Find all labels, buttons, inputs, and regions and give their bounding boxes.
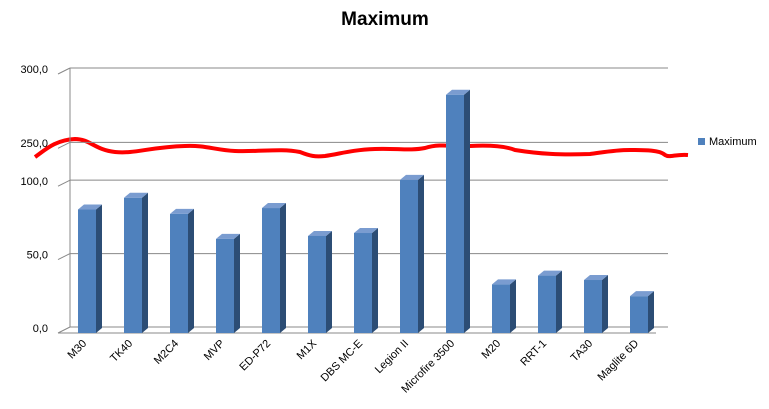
bar-top	[446, 89, 470, 95]
bar	[492, 284, 510, 333]
bar-top	[354, 228, 378, 234]
bar-top	[124, 192, 148, 198]
y-tick-label: 50,0	[27, 249, 48, 261]
bar	[78, 209, 96, 333]
bar	[124, 197, 142, 333]
bar-side	[142, 192, 148, 333]
bar-top	[584, 275, 608, 281]
bar-top	[492, 279, 516, 285]
bar-side	[326, 230, 332, 333]
grid-line-depth	[57, 326, 71, 334]
grid-line-depth	[57, 179, 71, 187]
axis-break-line	[33, 136, 689, 159]
x-tick-label: Legion II	[373, 338, 411, 376]
y-tick-label: 100,0	[20, 176, 48, 188]
bar-top	[630, 291, 654, 297]
x-tick-label: M2C4	[152, 338, 181, 367]
bar-side	[602, 275, 608, 333]
bar-side	[510, 279, 516, 333]
legend-label: Maximum	[709, 136, 757, 148]
grid-line-depth	[57, 67, 71, 75]
x-tick-label: RRT-1	[518, 338, 549, 369]
bar	[308, 235, 326, 333]
bar	[538, 275, 556, 333]
x-tick-label: MVP	[202, 338, 227, 363]
bar-side	[556, 270, 562, 333]
bar-top	[170, 208, 194, 214]
bar-side	[648, 291, 654, 333]
y-tick-label: 0,0	[33, 323, 48, 335]
bar	[170, 213, 188, 333]
x-tick-label: ED-P72	[237, 338, 273, 374]
x-tick-label: M20	[480, 338, 504, 362]
bar-top	[262, 203, 286, 209]
y-tick-label: 300,0	[20, 64, 48, 76]
bar-side	[96, 204, 102, 333]
bar-side	[280, 203, 286, 333]
bar	[354, 233, 372, 333]
x-tick-label: TK40	[108, 338, 135, 365]
bar-side	[464, 89, 470, 333]
grid-line-depth	[57, 141, 71, 149]
bar-top	[78, 204, 102, 210]
bar-top	[216, 233, 240, 239]
chart-title: Maximum	[341, 9, 429, 30]
bar-side	[372, 228, 378, 333]
y-tick-label: 250,0	[20, 138, 48, 150]
bar-side	[234, 233, 240, 333]
x-tick-label: M1X	[295, 337, 320, 362]
bar	[630, 296, 648, 333]
x-tick-label: M30	[66, 338, 90, 362]
bar	[216, 238, 234, 333]
bar	[584, 280, 602, 333]
bar	[262, 208, 280, 333]
bar-top	[538, 270, 562, 276]
bar-side	[418, 174, 424, 333]
legend-swatch	[698, 138, 705, 145]
x-tick-label: Maglite 6D	[596, 338, 642, 384]
bar-top	[308, 230, 332, 236]
x-tick-label: TA30	[569, 338, 596, 365]
bar	[446, 94, 464, 333]
grid-line-depth	[57, 253, 71, 261]
bar	[400, 179, 418, 333]
bar-top	[400, 174, 424, 180]
bar-side	[188, 208, 194, 333]
x-tick-label: DBS MC-E	[319, 338, 366, 385]
